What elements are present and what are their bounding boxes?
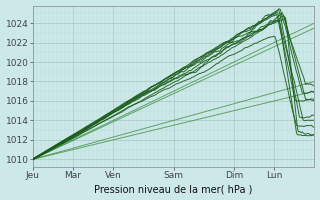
X-axis label: Pression niveau de la mer( hPa ): Pression niveau de la mer( hPa ) [94, 184, 253, 194]
